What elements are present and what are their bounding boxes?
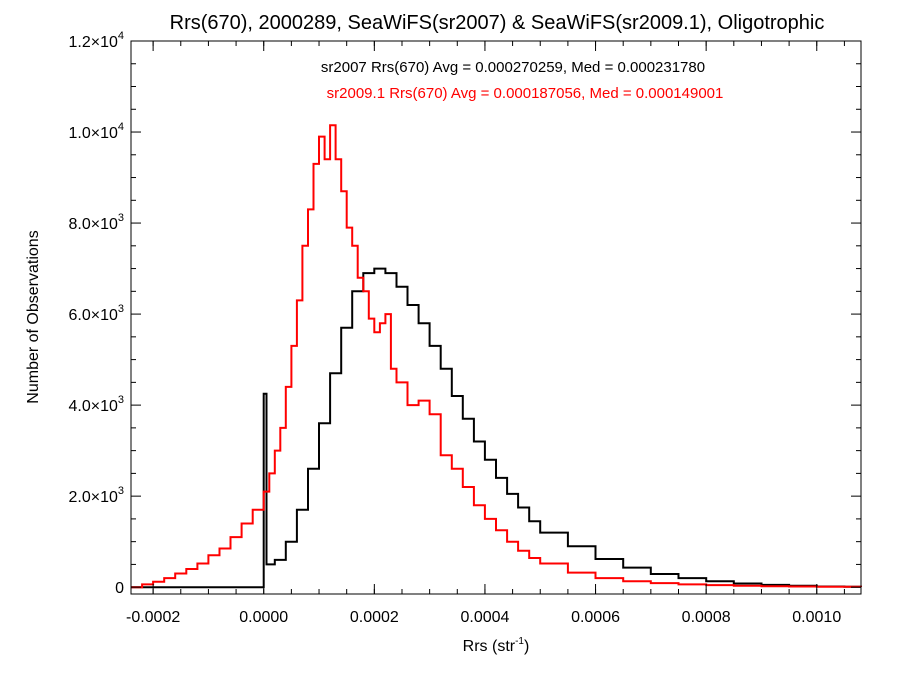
y-axis-ticks: 0 2.0×103 4.0×103 6.0×103 8.0×103 1.0×104 1.2×… [68, 30, 861, 597]
y-tick-label: 1.0×104 [68, 121, 124, 142]
series-line-sr2009 [131, 124, 862, 589]
annotation-sr2009: sr2009.1 Rrs(670) Avg = 0.000187056, Med… [327, 85, 724, 102]
x-tick-label: 0.0000 [239, 609, 288, 626]
x-tick-label: 0.0010 [792, 609, 841, 626]
annotation-sr2007: sr2007 Rrs(670) Avg = 0.000270259, Med =… [321, 59, 705, 76]
x-tick-label: 0.0008 [682, 609, 731, 626]
y-tick-label: 6.0×103 [68, 303, 124, 324]
series-layer [131, 124, 862, 589]
y-tick-label: 2.0×103 [68, 485, 124, 506]
plot-frame [130, 40, 862, 595]
y-tick-label: 4.0×103 [68, 394, 124, 415]
x-tick-label: 0.0002 [350, 609, 399, 626]
x-tick-label: 0.0004 [460, 609, 509, 626]
series-line-sr2007 [131, 267, 862, 589]
y-tick-label: 1.2×104 [68, 30, 124, 51]
x-tick-label: 0.0006 [571, 609, 620, 626]
x-axis-label: Rrs (str-1) [463, 636, 530, 655]
y-tick-label: 8.0×103 [68, 212, 124, 233]
x-tick-label: -0.0002 [126, 609, 180, 626]
y-axis-label: Number of Observations [25, 230, 42, 403]
x-axis-ticks: -0.0002 0.0000 0.0002 0.0004 0.0006 0.0008 0.0… [126, 41, 845, 626]
chart-title: Rrs(670), 2000289, SeaWiFS(sr2007) & Sea… [170, 12, 825, 34]
y-tick-label: 0 [115, 580, 124, 597]
